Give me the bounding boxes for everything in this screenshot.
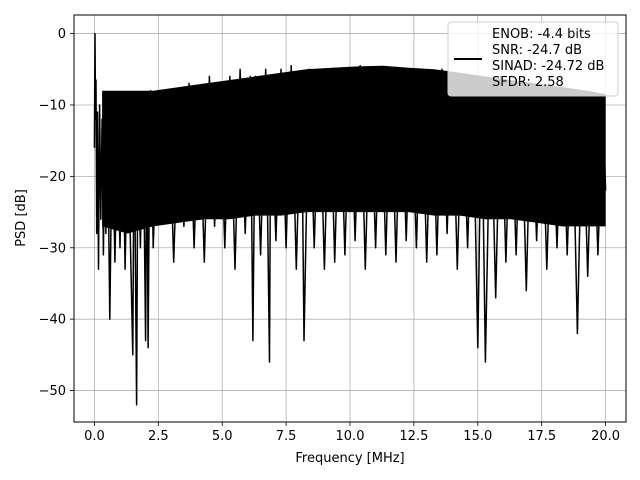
y-tick-label: −50: [39, 384, 66, 399]
y-tick-label: −20: [39, 170, 66, 185]
x-tick-label: 5.0: [212, 429, 233, 444]
legend-line-text: ENOB: -4.4 bits: [492, 27, 591, 42]
legend-line-text: SFDR: 2.58: [492, 75, 564, 90]
legend-line-text: SNR: -24.7 dB: [492, 43, 582, 58]
x-tick-label: 20.0: [591, 429, 620, 444]
legend-box: [447, 21, 619, 97]
y-tick-label: −40: [39, 313, 66, 328]
y-tick-label: 0: [58, 27, 66, 42]
series-line: [93, 32, 607, 406]
y-tick-label: −10: [39, 98, 66, 113]
x-axis-ticks: 0.0 2.5 5.0 7.5 10.0 12.5 15.0 17.5 20.0: [84, 422, 620, 444]
x-tick-label: 0.0: [84, 429, 105, 444]
psd-trace: [93, 32, 607, 406]
y-tick-label: −30: [39, 241, 66, 256]
x-axis-label: Frequency [MHz]: [295, 451, 404, 466]
x-tick-label: 15.0: [463, 429, 492, 444]
x-tick-label: 17.5: [527, 429, 556, 444]
x-tick-label: 2.5: [148, 429, 169, 444]
legend-entry: ENOB: -4.4 bits SNR: -24.7 dB SINAD: -24.7…: [492, 27, 604, 90]
x-tick-label: 10.0: [336, 429, 365, 444]
x-tick-label: 7.5: [276, 429, 297, 444]
y-axis-ticks: 0 −10 −20 −30 −40 −50: [39, 27, 74, 399]
legend-line-text: SINAD: -24.72 dB: [492, 59, 604, 74]
legend: ENOB: -4.4 bits SNR: -24.7 dB SINAD: -24.7…: [447, 21, 619, 97]
x-tick-label: 12.5: [399, 429, 428, 444]
y-axis-label: PSD [dB]: [14, 189, 29, 247]
